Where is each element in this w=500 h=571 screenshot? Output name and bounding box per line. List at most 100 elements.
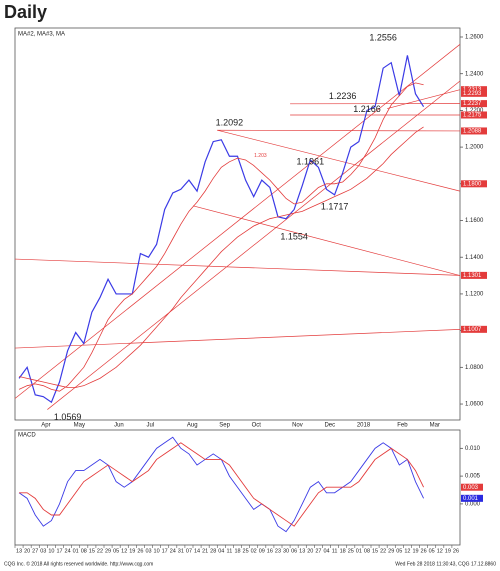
price-tag-label: 1.2237 xyxy=(463,101,482,107)
trendline xyxy=(217,129,461,192)
x-tick-label: 02 xyxy=(251,548,257,554)
x-tick-label: 19 xyxy=(412,548,418,554)
chart-title: Daily xyxy=(4,2,47,22)
price-tag xyxy=(461,271,487,279)
x-tick-label: 29 xyxy=(388,548,394,554)
x-tick-label: 24 xyxy=(170,548,176,554)
annotation: 1.2166 xyxy=(353,104,381,114)
y-tick-label: 1.2400 xyxy=(465,71,484,77)
subplot-title: MACD xyxy=(18,433,36,439)
x-tick-label: 09 xyxy=(259,548,265,554)
y-tick-label: 1.1600 xyxy=(465,218,484,224)
footer-right: Wed Feb 28 2018 11:30:43, CQG 17.12.8860 xyxy=(395,561,496,567)
trendline xyxy=(192,205,461,276)
month-label: Jul xyxy=(146,423,154,429)
x-tick-label: 24 xyxy=(65,548,71,554)
x-tick-label: 26 xyxy=(137,548,143,554)
x-tick-label: 06 xyxy=(291,548,297,554)
macd-tag xyxy=(461,494,483,502)
x-tick-label: 13 xyxy=(299,548,305,554)
annotation: 1.2092 xyxy=(216,118,244,128)
series-line xyxy=(18,126,424,388)
month-label: Apr xyxy=(41,423,50,429)
x-tick-label: 11 xyxy=(227,548,233,554)
x-tick-label: 08 xyxy=(364,548,370,554)
x-tick-label: 15 xyxy=(89,548,95,554)
x-tick-label: 01 xyxy=(73,548,79,554)
x-tick-label: 05 xyxy=(429,548,435,554)
month-label: Dec xyxy=(324,423,335,429)
x-tick-label: 01 xyxy=(356,548,362,554)
x-tick-label: 23 xyxy=(275,548,281,554)
x-tick-label: 10 xyxy=(154,548,160,554)
x-tick-label: 04 xyxy=(323,548,329,554)
x-tick-label: 21 xyxy=(202,548,208,554)
x-tick-label: 27 xyxy=(32,548,38,554)
annotation: 1.0569 xyxy=(54,412,82,422)
month-label: 2018 xyxy=(357,423,371,429)
month-label: Nov xyxy=(292,423,303,429)
x-tick-label: 31 xyxy=(178,548,184,554)
x-tick-label: 10 xyxy=(48,548,54,554)
x-tick-label: 05 xyxy=(396,548,402,554)
price-tag-label: 1.2088 xyxy=(463,129,482,135)
y-tick-label: 1.1400 xyxy=(465,255,484,261)
series-line xyxy=(18,436,424,533)
macd-tag-label: 0.003 xyxy=(463,485,479,491)
x-tick-label: 03 xyxy=(145,548,151,554)
x-tick-label: 27 xyxy=(315,548,321,554)
x-tick-label: 12 xyxy=(437,548,443,554)
x-tick-label: 28 xyxy=(210,548,216,554)
annotation: 1.2556 xyxy=(369,32,397,42)
x-tick-label: 22 xyxy=(380,548,386,554)
x-tick-label: 20 xyxy=(307,548,313,554)
series-line xyxy=(18,55,425,404)
price-tag xyxy=(461,325,487,333)
y-tick-label: 1.2000 xyxy=(465,145,484,151)
y-tick-label: 1.0600 xyxy=(465,402,484,408)
y-tick-label: 0.000 xyxy=(465,501,481,507)
trendline xyxy=(14,258,461,276)
trendline xyxy=(47,80,461,410)
annotation: 1.1554 xyxy=(280,231,308,241)
price-tag xyxy=(461,89,487,97)
price-tag-label: 1.2175 xyxy=(463,113,482,119)
x-tick-label: 16 xyxy=(267,548,273,554)
price-tag-label: 1.1007 xyxy=(463,327,482,333)
x-tick-label: 29 xyxy=(105,548,111,554)
month-label: Jun xyxy=(114,423,124,429)
x-tick-label: 07 xyxy=(186,548,192,554)
price-tag xyxy=(461,100,487,108)
y-tick-label: 1.2600 xyxy=(465,35,484,41)
month-label: May xyxy=(74,423,85,429)
main-panel xyxy=(14,27,461,421)
x-tick-label: 04 xyxy=(218,548,224,554)
price-tag xyxy=(461,111,487,119)
y-tick-label: 0.005 xyxy=(465,474,481,480)
x-tick-label: 12 xyxy=(121,548,127,554)
price-tag xyxy=(461,127,487,135)
legend-text: MA#2, MA#3, MA xyxy=(18,32,65,38)
annotation: 1.1961 xyxy=(297,157,325,167)
y-tick-label: 1.0800 xyxy=(465,365,484,371)
x-tick-label: 25 xyxy=(243,548,249,554)
trendline xyxy=(217,129,461,132)
small-annotation: 1.203 xyxy=(254,153,267,159)
footer-left: CQG Inc. © 2018 All rights reserved worl… xyxy=(4,560,153,567)
series-line xyxy=(18,82,424,392)
price-tag xyxy=(461,86,487,94)
price-tag-label: 1.1800 xyxy=(463,181,482,187)
month-label: Feb xyxy=(397,423,408,429)
x-tick-label: 18 xyxy=(340,548,346,554)
x-tick-label: 19 xyxy=(129,548,135,554)
macd-panel xyxy=(14,429,461,546)
annotation: 1.1717 xyxy=(321,201,349,211)
series-line xyxy=(19,442,424,527)
trendline xyxy=(14,44,461,399)
price-tag-label: 1.1301 xyxy=(463,273,482,279)
y-tick-label: 1.2200 xyxy=(465,108,484,114)
y-tick-label: 0.010 xyxy=(465,446,481,452)
x-tick-label: 11 xyxy=(332,548,338,554)
